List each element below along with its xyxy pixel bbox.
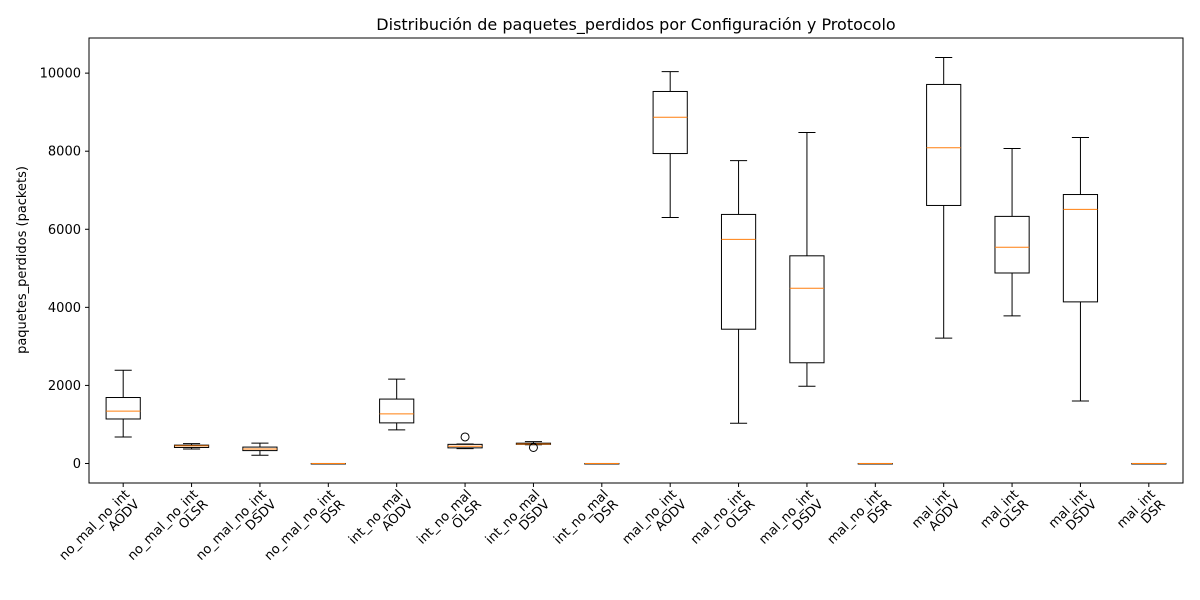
axes-frame [88,37,1184,484]
x-tick-label: int_no_malDSDV [483,487,553,557]
box [1062,194,1099,303]
chart-title: Distribución de paquetes_perdidos por Co… [376,15,895,35]
outlier-point [528,442,538,452]
y-tick-label: 8000 [48,145,81,160]
y-tick-label: 2000 [48,379,81,394]
x-tick-label: mal_no_intAODV [620,487,690,557]
x-tick-label: no_mal_no_intOLSR [125,487,211,573]
box [105,397,141,420]
box [926,83,962,206]
x-tick-label: mal_intOLSR [978,487,1032,541]
x-tick-label: no_mal_no_intDSDV [193,487,279,573]
box [720,213,757,330]
x-tick-label: no_mal_no_intDSR [262,487,348,573]
x-tick-label: mal_no_intDSR [825,487,895,557]
box [994,215,1030,274]
x-tick-label: mal_intDSR [1114,487,1168,541]
x-tick-label: int_no_malDSR [551,487,621,557]
box [379,398,415,424]
y-tick-label: 6000 [48,223,81,238]
box [789,255,825,364]
y-axis-label: paquetes_perdidos (packets) [15,166,30,354]
x-tick-label: int_no_malOLSR [415,487,485,557]
outlier-point [460,432,470,442]
x-tick-label: mal_intAODV [909,487,963,541]
x-tick-label: int_no_malAODV [346,487,416,557]
plot-area: 0200040006000800010000no_mal_no_intAODVn… [40,37,1184,573]
x-tick-label: mal_no_intDSDV [756,487,826,557]
box [652,90,688,155]
x-tick-label: mal_no_intOLSR [688,487,758,557]
y-tick-label: 4000 [48,301,81,316]
x-tick-label: no_mal_no_intAODV [57,487,143,573]
x-tick-label: mal_intDSDV [1046,487,1100,541]
y-tick-label: 0 [73,457,81,472]
y-tick-label: 10000 [40,67,81,82]
